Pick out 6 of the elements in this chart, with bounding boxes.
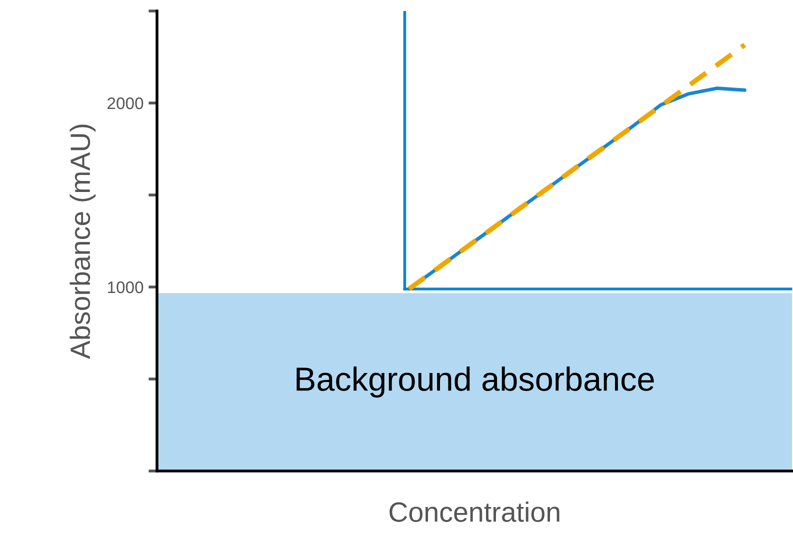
y-axis-title: Absorbance (mAU)	[70, 124, 96, 360]
y-tick-label: 2000	[108, 97, 144, 110]
line-series	[406, 42, 748, 292]
y-tick-label: 1000	[108, 281, 144, 294]
band-label: Background absorbance	[296, 366, 654, 398]
x-axis-title: Concentration	[390, 502, 560, 522]
